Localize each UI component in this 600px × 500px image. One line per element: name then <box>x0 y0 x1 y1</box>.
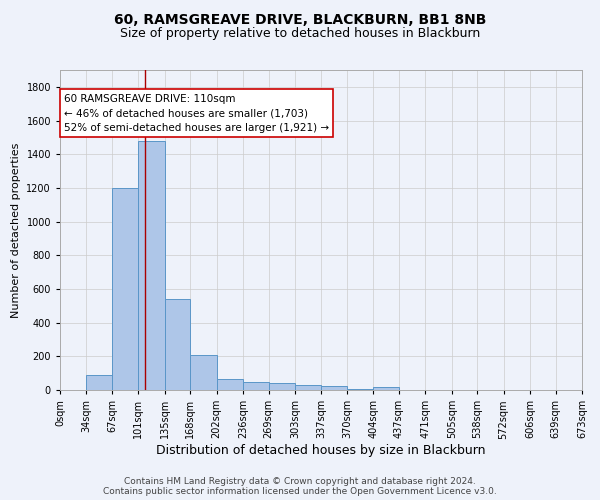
Bar <box>373 388 399 390</box>
Bar <box>217 379 243 390</box>
Text: Contains HM Land Registry data © Crown copyright and database right 2024.: Contains HM Land Registry data © Crown c… <box>124 477 476 486</box>
Y-axis label: Number of detached properties: Number of detached properties <box>11 142 21 318</box>
Text: Contains public sector information licensed under the Open Government Licence v3: Contains public sector information licen… <box>103 487 497 496</box>
X-axis label: Distribution of detached houses by size in Blackburn: Distribution of detached houses by size … <box>156 444 486 457</box>
Text: 60, RAMSGREAVE DRIVE, BLACKBURN, BB1 8NB: 60, RAMSGREAVE DRIVE, BLACKBURN, BB1 8NB <box>114 12 486 26</box>
Bar <box>165 299 190 390</box>
Bar <box>190 356 217 390</box>
Bar <box>322 386 347 390</box>
Bar <box>112 188 139 390</box>
Bar <box>269 384 295 390</box>
Bar <box>347 388 373 390</box>
Text: Size of property relative to detached houses in Blackburn: Size of property relative to detached ho… <box>120 28 480 40</box>
Text: 60 RAMSGREAVE DRIVE: 110sqm
← 46% of detached houses are smaller (1,703)
52% of : 60 RAMSGREAVE DRIVE: 110sqm ← 46% of det… <box>64 94 329 133</box>
Bar <box>139 140 165 390</box>
Bar <box>295 386 322 390</box>
Bar <box>86 375 112 390</box>
Bar <box>243 382 269 390</box>
